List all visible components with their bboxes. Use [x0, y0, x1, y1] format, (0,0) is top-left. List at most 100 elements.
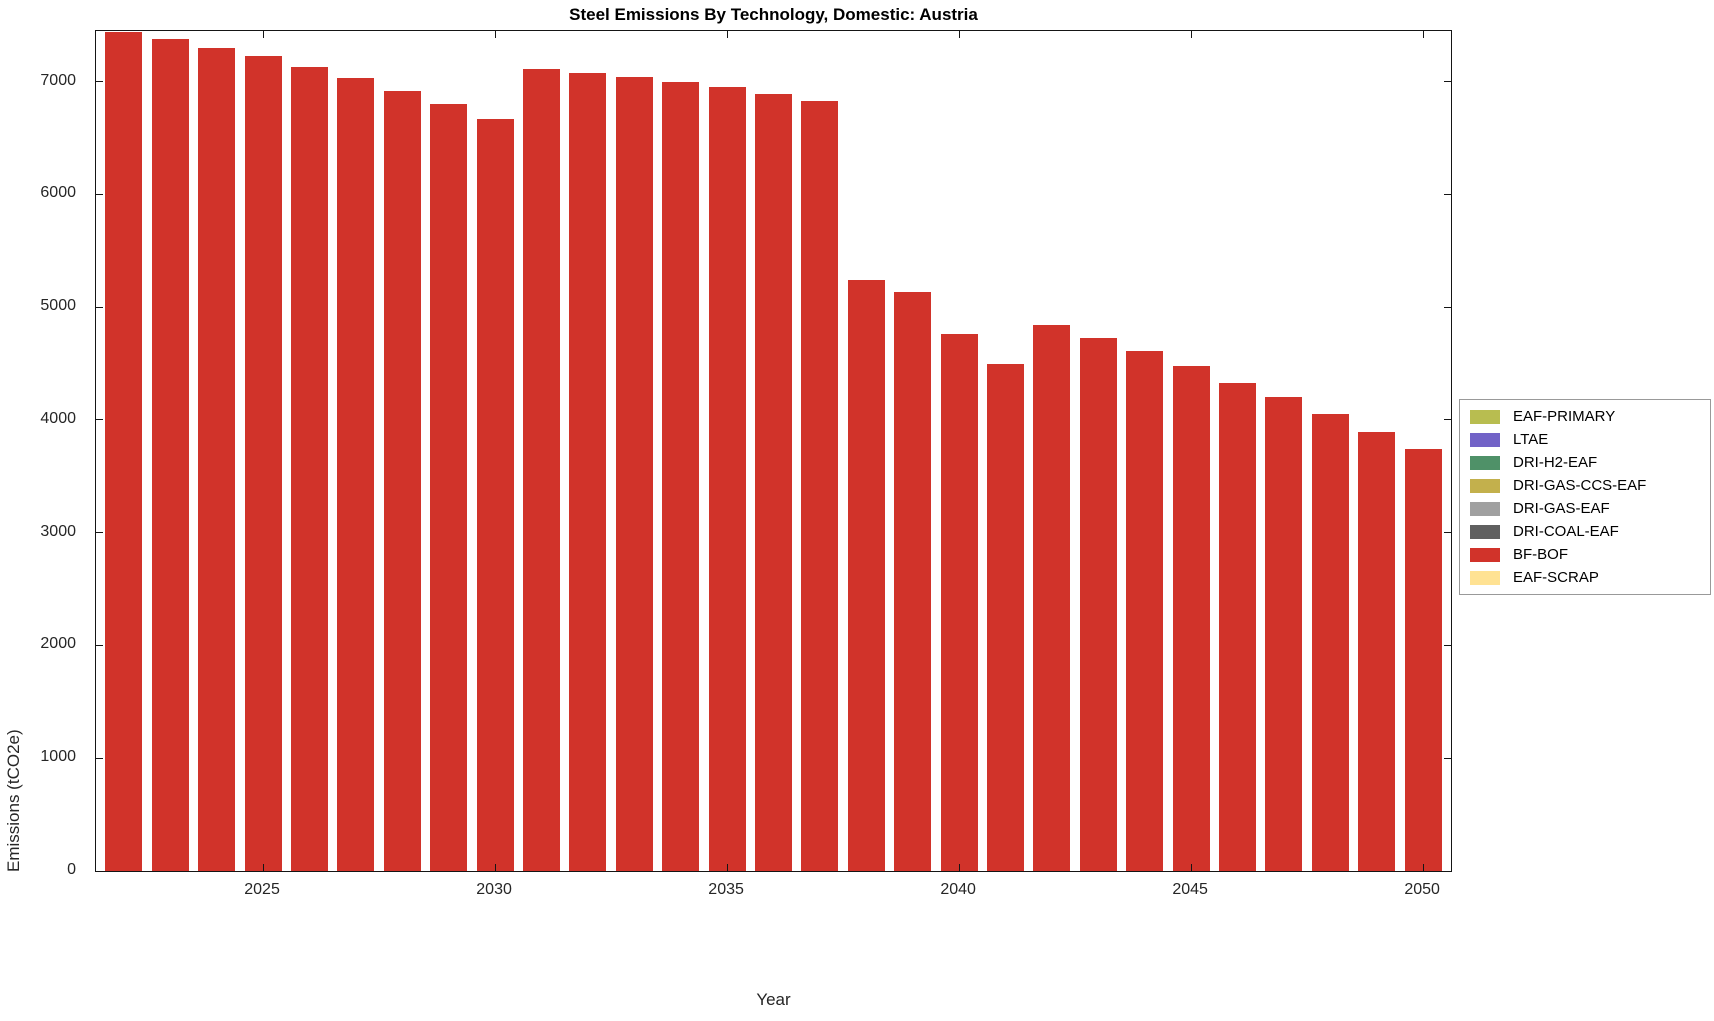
legend-label: EAF-PRIMARY [1513, 408, 1616, 425]
legend-swatch-dri-gas-ccs-eaf [1470, 478, 1500, 493]
y-tick-label-7000: 7000 [40, 71, 76, 89]
x-tick-label-2025: 2025 [244, 881, 280, 898]
x-tick-2035 [726, 864, 728, 871]
bar-2049 [1358, 432, 1396, 871]
x-tick-2050 [1422, 864, 1424, 871]
y-tick-right-4000 [1444, 419, 1451, 421]
bar-2044 [1126, 351, 1164, 871]
bar-2045 [1172, 365, 1210, 871]
x-tick-top-2040 [958, 31, 960, 38]
y-tick-3000 [96, 532, 103, 534]
bar-2039 [894, 291, 932, 871]
y-tick-6000 [96, 193, 103, 195]
y-tick-right-0 [1444, 870, 1451, 872]
legend-label: EAF-SCRAP [1513, 569, 1599, 586]
bar-2037 [801, 100, 839, 871]
legend: EAF-PRIMARY LTAE DRI-H2-EAF DRI-GAS-CCS-EAF… [1459, 399, 1711, 595]
y-tick-2000 [96, 644, 103, 646]
x-tick-top-2030 [494, 31, 496, 38]
bar-2042 [1033, 325, 1071, 871]
bar-2033 [615, 77, 653, 871]
bar-2024 [198, 47, 236, 871]
bar-2022 [105, 32, 143, 871]
bar-2026 [290, 67, 328, 871]
legend-swatch-eaf-primary [1470, 409, 1500, 424]
legend-label: BF-BOF [1513, 546, 1568, 563]
x-tick-label-2030: 2030 [476, 881, 512, 898]
bar-2025 [244, 55, 282, 871]
x-tick-2040 [958, 864, 960, 871]
x-tick-2030 [494, 864, 496, 871]
chart-title: Steel Emissions By Technology, Domestic:… [569, 5, 978, 24]
bar-2040 [940, 334, 978, 871]
bar-2047 [1265, 397, 1303, 871]
bar-2038 [847, 280, 885, 871]
legend-label: DRI-COAL-EAF [1513, 523, 1619, 540]
y-tick-label-2000: 2000 [40, 635, 76, 653]
bar-2036 [754, 94, 792, 871]
legend-item-dri-gas-ccs-eaf: DRI-GAS-CCS-EAF [1460, 474, 1710, 497]
bar-2031 [522, 69, 560, 871]
y-tick-label-0: 0 [67, 861, 76, 878]
x-tick-top-2045 [1190, 31, 1192, 38]
y-axis-label: Emissions (tCO2e) [4, 729, 23, 872]
x-tick-2025 [262, 864, 264, 871]
bars-layer [96, 31, 1451, 871]
legend-swatch-ltae [1470, 432, 1500, 447]
bar-2043 [1079, 337, 1117, 871]
y-tick-0 [96, 870, 103, 872]
x-tick-2045 [1190, 864, 1192, 871]
x-tick-label-2040: 2040 [940, 881, 976, 898]
bar-2028 [383, 90, 421, 871]
bar-2041 [987, 363, 1025, 871]
y-tick-label-4000: 4000 [40, 409, 76, 427]
plot-area [95, 30, 1452, 872]
legend-label: DRI-H2-EAF [1513, 454, 1598, 471]
legend-swatch-eaf-scrap [1470, 570, 1500, 585]
x-tick-top-2025 [262, 31, 264, 38]
legend-swatch-dri-h2-eaf [1470, 455, 1500, 470]
bar-2023 [151, 38, 189, 871]
y-tick-4000 [96, 419, 103, 421]
y-tick-label-5000: 5000 [40, 297, 76, 315]
legend-label: DRI-GAS-EAF [1513, 500, 1610, 517]
bar-2046 [1219, 382, 1257, 871]
x-tick-label-2035: 2035 [708, 881, 744, 898]
y-tick-right-5000 [1444, 306, 1451, 308]
y-tick-label-1000: 1000 [40, 748, 76, 766]
y-tick-5000 [96, 306, 103, 308]
legend-item-ltae: LTAE [1460, 428, 1710, 451]
legend-swatch-dri-coal-eaf [1470, 524, 1500, 539]
x-axis-label: Year [756, 990, 791, 1009]
legend-item-dri-h2-eaf: DRI-H2-EAF [1460, 451, 1710, 474]
x-tick-label-2045: 2045 [1172, 881, 1208, 898]
bar-2048 [1311, 414, 1349, 871]
legend-item-eaf-primary: EAF-PRIMARY [1460, 405, 1710, 428]
legend-label: DRI-GAS-CCS-EAF [1513, 477, 1647, 494]
y-tick-right-7000 [1444, 81, 1451, 83]
legend-item-bf-bof: BF-BOF [1460, 543, 1710, 566]
x-tick-top-2050 [1422, 31, 1424, 38]
legend-swatch-bf-bof [1470, 547, 1500, 562]
bar-2034 [662, 81, 700, 871]
y-tick-right-2000 [1444, 644, 1451, 646]
legend-item-dri-gas-eaf: DRI-GAS-EAF [1460, 497, 1710, 520]
legend-swatch-dri-gas-eaf [1470, 501, 1500, 516]
legend-label: LTAE [1513, 431, 1549, 448]
y-tick-7000 [96, 81, 103, 83]
y-tick-label-6000: 6000 [40, 184, 76, 202]
legend-item-eaf-scrap: EAF-SCRAP [1460, 566, 1710, 589]
y-tick-right-1000 [1444, 757, 1451, 759]
bar-2050 [1404, 449, 1442, 871]
y-tick-label-3000: 3000 [40, 522, 76, 540]
x-tick-top-2035 [726, 31, 728, 38]
x-tick-label-2050: 2050 [1404, 881, 1440, 898]
y-tick-1000 [96, 757, 103, 759]
y-tick-right-6000 [1444, 193, 1451, 195]
bar-2032 [569, 72, 607, 871]
ticks-layer [96, 31, 1451, 872]
bar-2030 [476, 118, 514, 871]
bar-2027 [337, 78, 375, 871]
bar-2029 [430, 104, 468, 871]
